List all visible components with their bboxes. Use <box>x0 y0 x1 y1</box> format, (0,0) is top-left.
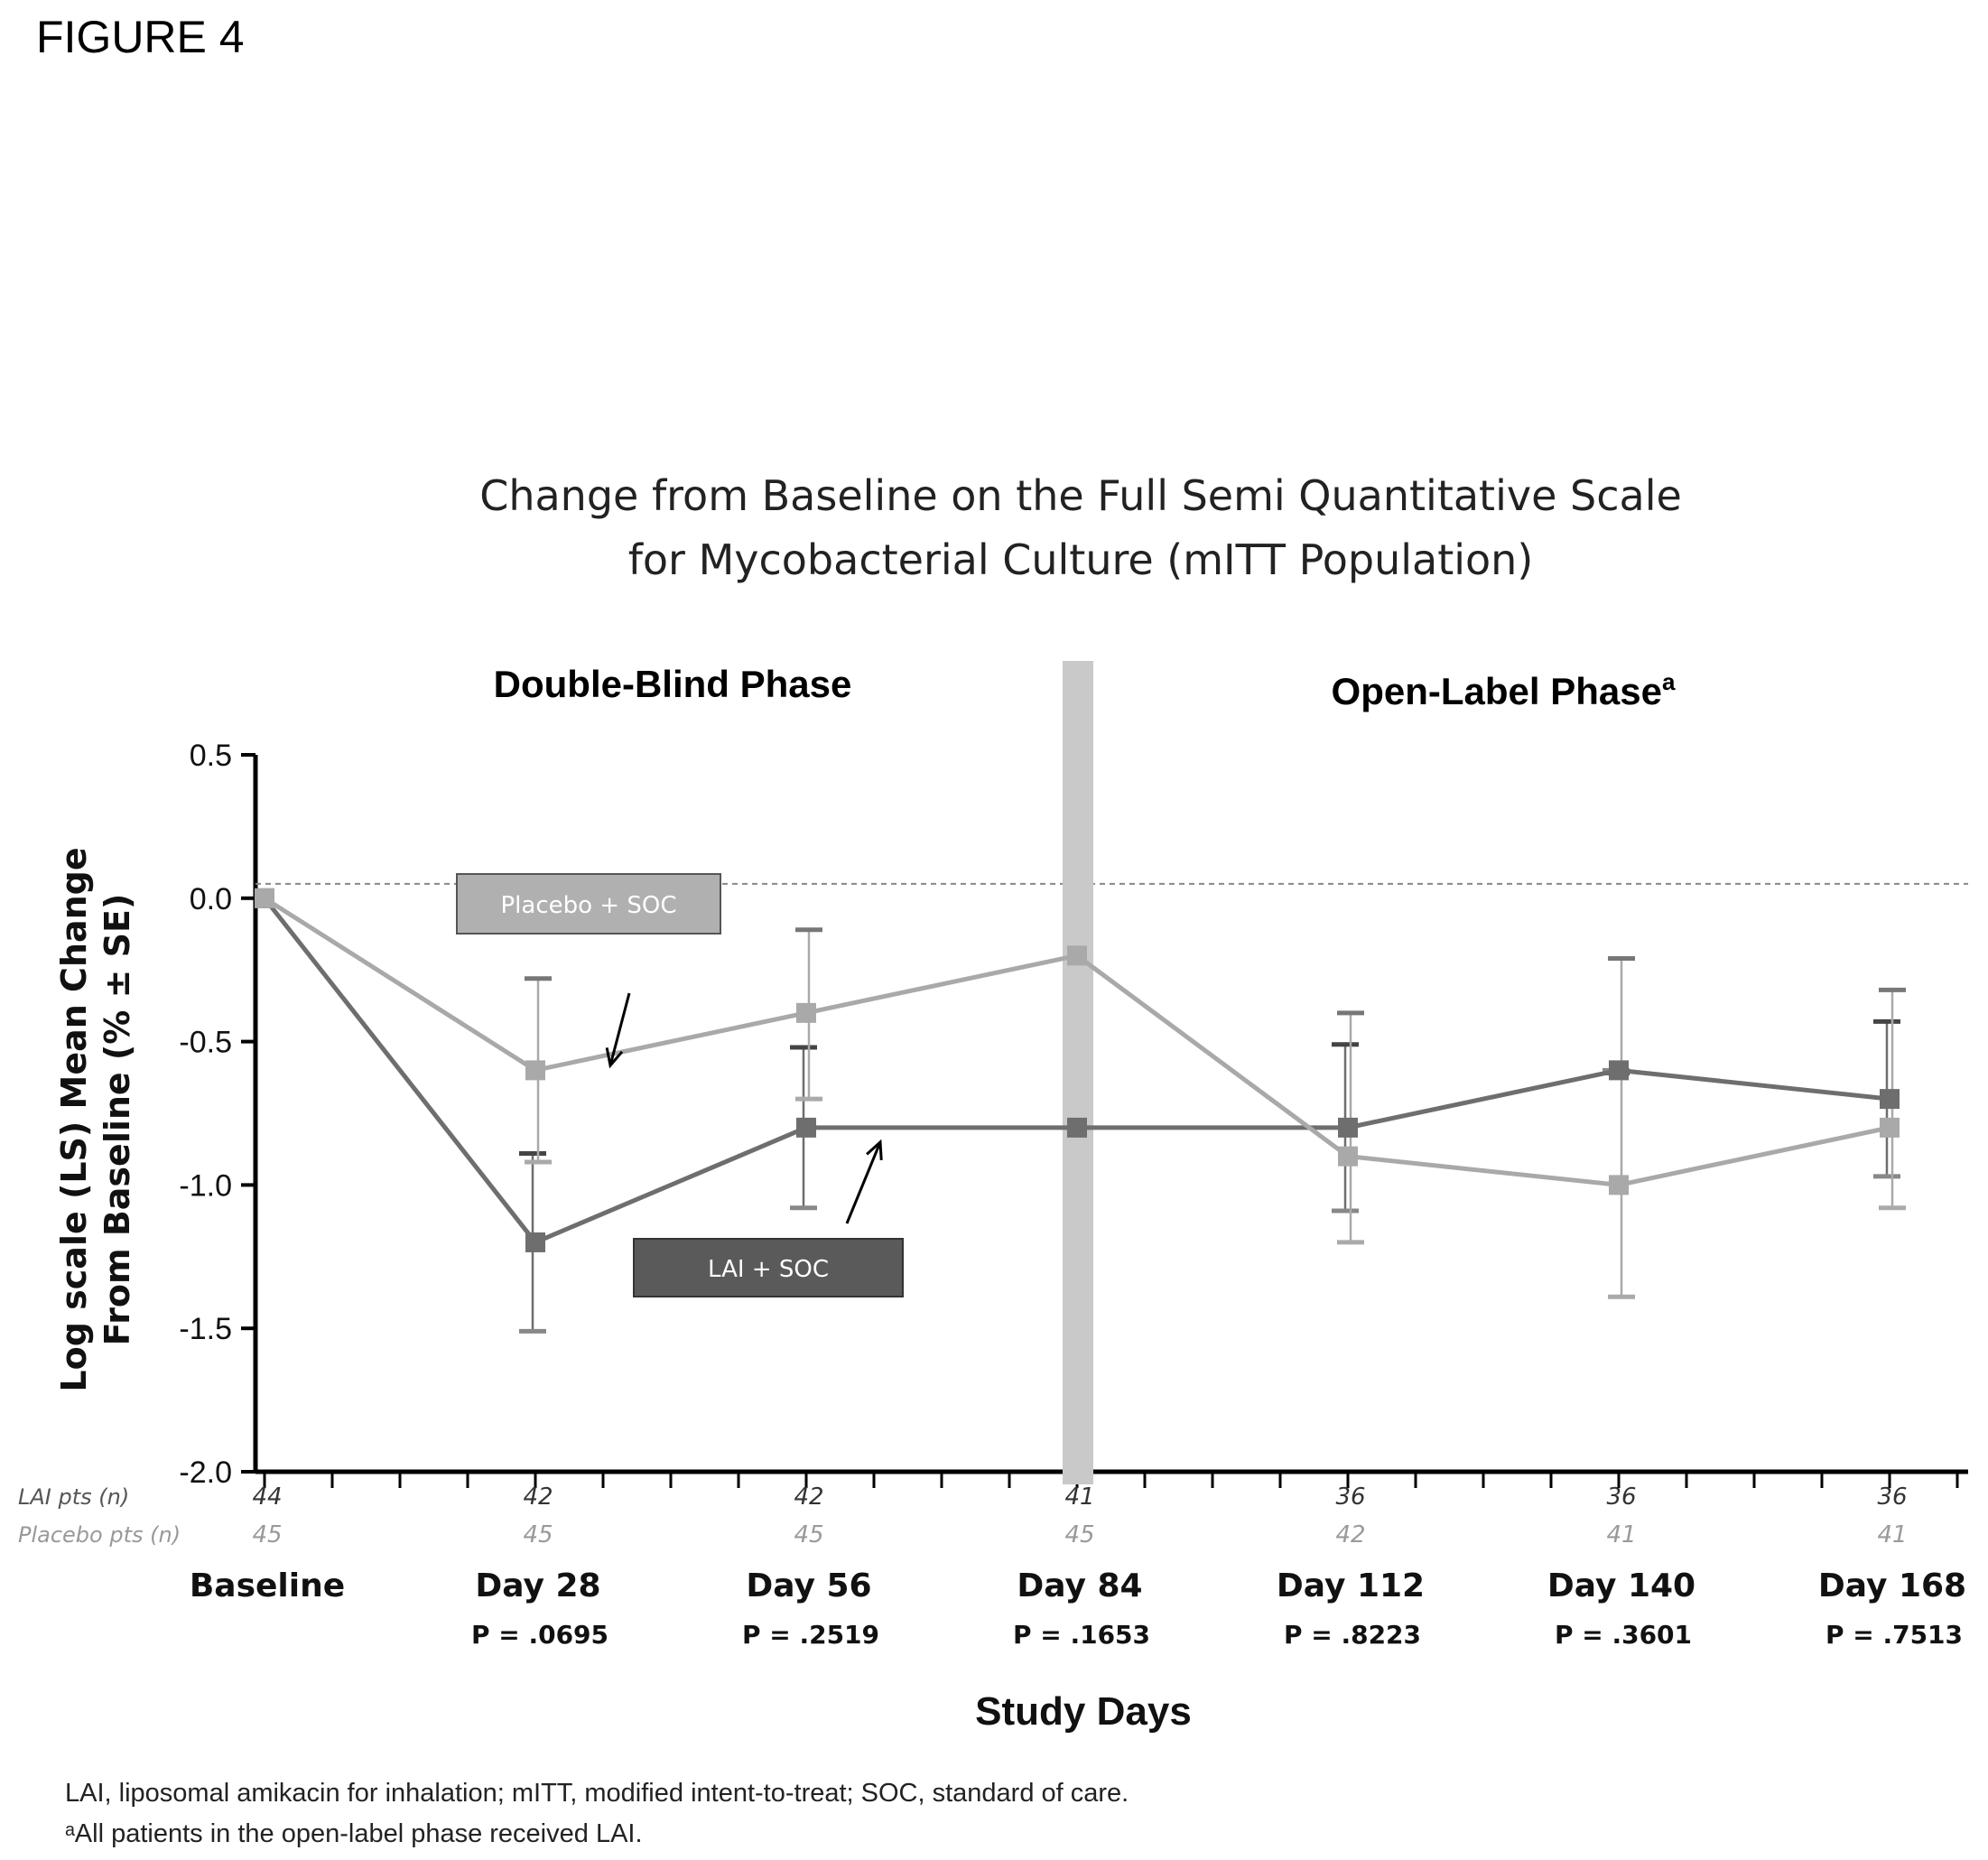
lai-n-count: 41 <box>1064 1483 1094 1511</box>
placebo-n-count: 45 <box>523 1521 553 1548</box>
placebo-n-count: 45 <box>1064 1521 1094 1548</box>
x-tick-label: Day 28 <box>475 1567 600 1604</box>
placebo-n-count: 42 <box>1335 1521 1365 1548</box>
lai-n-count: 36 <box>1606 1483 1636 1511</box>
phase-label-open-label-sup: a <box>1662 668 1676 695</box>
y-axis-label-line-1: Log scale (LS) Mean Change <box>54 847 94 1391</box>
legend-lai-label: LAI + SOC <box>708 1256 829 1283</box>
y-tick-label: -2.0 <box>179 1455 232 1490</box>
x-tick-label: Day 84 <box>1017 1567 1142 1604</box>
y-tick-label: 0.5 <box>190 739 232 773</box>
plot-area: 0.5 0.0 -0.5 -1.0 -1.5 -2.0 Placebo + SOC LAI +… <box>18 661 1968 1650</box>
phase-divider <box>1063 661 1093 1484</box>
lai-n-count: 42 <box>794 1483 823 1511</box>
lai-point <box>1338 1117 1358 1138</box>
placebo-point <box>1880 1117 1900 1138</box>
chart-title-line-2: for Mycobacterial Culture (mITT Populati… <box>628 535 1534 584</box>
lai-point <box>1880 1089 1900 1110</box>
p-value-label: P = .8223 <box>1284 1620 1421 1650</box>
x-axis-label: Study Days <box>975 1689 1192 1734</box>
placebo-point <box>525 1060 545 1081</box>
legend-placebo-arrow-head <box>605 1047 624 1069</box>
placebo-point <box>255 888 274 908</box>
lai-n-count: 44 <box>252 1483 282 1511</box>
placebo-point <box>1067 945 1087 966</box>
y-tick-label: 0.0 <box>190 882 232 916</box>
legend-lai-box <box>633 1238 904 1297</box>
placebo-point <box>796 1002 816 1023</box>
figure-label: FIGURE 4 <box>36 12 245 62</box>
footnote-abbreviations: LAI, liposomal amikacin for inhalation; … <box>65 1779 1129 1808</box>
legend-lai-arrow-head <box>866 1139 883 1161</box>
y-axis-label-line-2: From Baseline (% ± SE) <box>98 894 137 1346</box>
placebo-n-count: 41 <box>1606 1521 1636 1548</box>
x-tick-label: Baseline <box>190 1567 345 1604</box>
lai-point <box>1067 1117 1087 1138</box>
p-value-label: P = .7513 <box>1825 1620 1963 1650</box>
lai-point <box>796 1117 816 1138</box>
placebo-point <box>1609 1175 1629 1195</box>
lai-n-count: 36 <box>1335 1483 1365 1511</box>
y-axis-label: Log scale (LS) Mean Change From Baseline… <box>54 847 137 1391</box>
placebo-n-count: 41 <box>1877 1521 1907 1548</box>
footnote-open-label: ᵃAll patients in the open-label phase re… <box>65 1819 643 1848</box>
lai-n-count: 42 <box>523 1483 553 1511</box>
legend-lai-arrow <box>845 1141 882 1224</box>
p-value-label: P = .2519 <box>742 1620 879 1650</box>
legend-placebo-arrow <box>608 992 631 1066</box>
phase-label-open-label-text: Open-Label Phase <box>1332 670 1662 712</box>
lai-pts-label: LAI pts (n) <box>18 1484 129 1510</box>
phase-label-double-blind: Double-Blind Phase <box>494 663 852 705</box>
y-tick-label: -1.5 <box>179 1312 232 1346</box>
y-tick-label: -0.5 <box>179 1026 232 1060</box>
placebo-point <box>1338 1146 1358 1167</box>
chart-title-line-1: Change from Baseline on the Full Semi Qu… <box>479 471 1682 520</box>
legend-placebo-box <box>456 873 721 935</box>
placebo-pts-label: Placebo pts (n) <box>18 1522 181 1548</box>
lai-point <box>1609 1060 1629 1081</box>
legend-placebo-label: Placebo + SOC <box>501 892 677 919</box>
lai-n-count: 36 <box>1877 1483 1907 1511</box>
phase-label-open-label: Open-Label Phasea <box>1332 668 1676 712</box>
p-value-label: P = .3601 <box>1555 1620 1692 1650</box>
x-tick-label: Day 168 <box>1818 1567 1966 1604</box>
p-value-label: P = .1653 <box>1013 1620 1150 1650</box>
x-tick-label: Day 56 <box>746 1567 871 1604</box>
lai-point <box>525 1232 545 1252</box>
x-tick-label: Day 140 <box>1547 1567 1695 1604</box>
placebo-n-count: 45 <box>794 1521 823 1548</box>
p-value-label: P = .0695 <box>471 1620 608 1650</box>
placebo-n-count: 45 <box>252 1521 282 1548</box>
x-tick-label: Day 112 <box>1277 1567 1425 1604</box>
y-tick-label: -1.0 <box>179 1168 232 1203</box>
